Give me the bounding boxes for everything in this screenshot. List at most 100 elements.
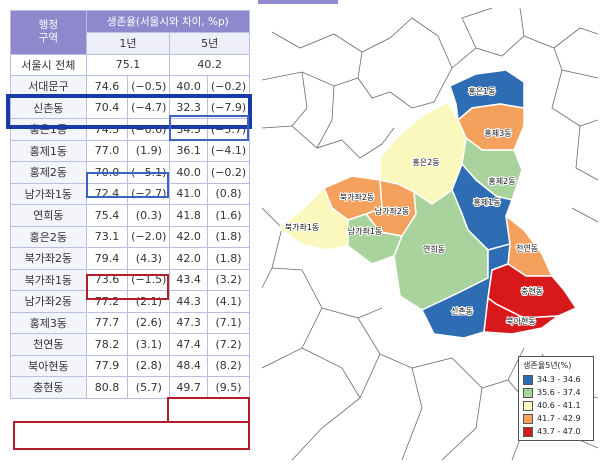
label-chunghyeon: 충현동	[521, 287, 543, 296]
row-1y-rate: 72.4	[85, 182, 129, 205]
row-5y-rate: 42.0	[169, 247, 209, 270]
row-1y-diff: (0.3)	[127, 204, 171, 227]
label-namgajwa1: 남가좌1동	[348, 227, 383, 236]
row-5y-rate: 40.0	[169, 161, 209, 184]
table-row: 북가좌2동 79.4 (4.3) 42.0 (1.8)	[10, 247, 250, 270]
row-1y-rate: 77.2	[85, 290, 129, 313]
row-5y-rate: 48.4	[169, 354, 209, 377]
row-region-name: 천연동	[10, 333, 87, 356]
row-1y-diff: (5.7)	[127, 376, 171, 399]
row-5y-diff: (1.6)	[207, 204, 250, 227]
legend-label: 41.7 - 42.9	[537, 414, 581, 423]
row-1y-diff: (−2.0)	[127, 225, 171, 248]
row-region-name: 남가좌2동	[10, 290, 87, 313]
legend-swatch	[523, 400, 533, 411]
row-1y-rate: 75.4	[85, 204, 129, 227]
legend-label: 40.6 - 41.1	[537, 401, 581, 410]
header-rate-group: 생존율(서울시와 차이, %p)	[85, 10, 251, 33]
row-1y-diff: (−1.5)	[127, 268, 171, 291]
row-5y-diff: (8.2)	[207, 354, 250, 377]
table-row: 홍은2동 73.1 (−2.0) 42.0 (1.8)	[10, 225, 250, 248]
row-5y-rate: 44.3	[169, 290, 209, 313]
row-1y-diff: (−0.6)	[127, 118, 171, 141]
row-region-name: 남가좌1동	[10, 182, 87, 205]
seoul-total-1y: 75.1	[85, 53, 171, 76]
header-5year: 5년	[169, 32, 250, 55]
row-region-name: 홍제3동	[10, 311, 87, 334]
row-5y-rate: 41.0	[169, 182, 209, 205]
row-1y-diff: (2.6)	[127, 311, 171, 334]
table-row: 홍제3동 77.7 (2.6) 47.3 (7.1)	[10, 311, 250, 334]
row-5y-diff: (−0.2)	[207, 75, 250, 98]
legend-item: 43.7 - 47.0	[523, 425, 589, 438]
legend-label: 34.3 - 34.6	[537, 375, 581, 384]
row-5y-diff: (7.1)	[207, 311, 250, 334]
row-1y-rate: 73.1	[85, 225, 129, 248]
row-5y-diff: (0.8)	[207, 182, 250, 205]
row-1y-diff: (−5.1)	[127, 161, 171, 184]
row-region-name: 북가좌1동	[10, 268, 87, 291]
row-5y-rate: 32.3	[169, 96, 209, 119]
row-5y-rate: 34.5	[169, 118, 209, 141]
row-5y-diff: (7.2)	[207, 333, 250, 356]
table-row: 천연동 78.2 (3.1) 47.4 (7.2)	[10, 333, 250, 356]
label-hongeun2: 홍은2동	[412, 157, 439, 167]
highlight-bukahyeon-5y	[167, 397, 250, 423]
table-row: 신촌동 70.4 (−4.7) 32.3 (−7.9)	[10, 96, 250, 119]
row-1y-diff: (2.8)	[127, 354, 171, 377]
row-5y-diff: (−7.9)	[207, 96, 250, 119]
table-row: 북아현동 77.9 (2.8) 48.4 (8.2)	[10, 354, 250, 377]
highlight-chunghyeon-row	[13, 421, 250, 450]
row-5y-rate: 42.0	[169, 225, 209, 248]
district-bukahyeon	[483, 297, 559, 335]
row-5y-rate: 47.4	[169, 333, 209, 356]
row-region-name: 홍제2동	[10, 161, 87, 184]
legend-swatch	[523, 374, 533, 385]
row-5y-diff: (1.8)	[207, 247, 250, 270]
row-5y-diff: (−5.7)	[207, 118, 250, 141]
row-region-name: 홍은2동	[10, 225, 87, 248]
row-region-name: 홍은1동	[10, 118, 87, 141]
legend-label: 35.6 - 37.4	[537, 388, 581, 397]
row-1y-rate: 74.5	[85, 118, 129, 141]
row-1y-rate: 77.9	[85, 354, 129, 377]
table-row: 홍은1동 74.5 (−0.6) 34.5 (−5.7)	[10, 118, 250, 141]
row-1y-rate: 73.6	[85, 268, 129, 291]
label-hongeun1: 홍은1동	[468, 86, 495, 96]
legend-item: 40.6 - 41.1	[523, 399, 589, 412]
label-bukahyeon: 북아현동	[506, 316, 535, 326]
row-1y-rate: 79.4	[85, 247, 129, 270]
row-5y-diff: (4.1)	[207, 290, 250, 313]
legend-item: 41.7 - 42.9	[523, 412, 589, 425]
row-1y-diff: (−4.7)	[127, 96, 171, 119]
row-region-name: 충현동	[10, 376, 87, 399]
row-1y-rate: 77.7	[85, 311, 129, 334]
table-row: 남가좌1동 72.4 (−2.7) 41.0 (0.8)	[10, 182, 250, 205]
top-accent-line	[258, 0, 338, 4]
table-row: 북가좌1동 73.6 (−1.5) 43.4 (3.2)	[10, 268, 250, 291]
seodaemun-survival-map: 홍은1동 홍제3동 홍은2동 홍제2동 북가좌2동 남가좌2동 홍제1동 북가좌…	[262, 8, 598, 460]
table-row: 홍제1동 77.0 (1.9) 36.1 (−4.1)	[10, 139, 250, 162]
legend-title: 생존율5년(%)	[523, 361, 572, 370]
legend-swatch	[523, 426, 533, 437]
label-bukgajwa2: 북가좌2동	[340, 193, 375, 202]
row-region-name: 연희동	[10, 204, 87, 227]
row-1y-diff: (2.1)	[127, 290, 171, 313]
row-5y-diff: (1.8)	[207, 225, 250, 248]
row-1y-diff: (−2.7)	[127, 182, 171, 205]
row-5y-diff: (3.2)	[207, 268, 250, 291]
label-sinchon: 신촌동	[451, 307, 473, 316]
legend-item: 35.6 - 37.4	[523, 386, 589, 399]
row-region-name: 북아현동	[10, 354, 87, 377]
label-hongje3: 홍제3동	[484, 128, 511, 138]
row-1y-diff: (3.1)	[127, 333, 171, 356]
row-5y-rate: 40.0	[169, 75, 209, 98]
row-5y-rate: 43.4	[169, 268, 209, 291]
row-1y-rate: 80.8	[85, 376, 129, 399]
row-1y-rate: 78.2	[85, 333, 129, 356]
row-5y-rate: 49.7	[169, 376, 209, 399]
row-region-name: 홍제1동	[10, 139, 87, 162]
legend-swatch	[523, 413, 533, 424]
table-row: 충현동 80.8 (5.7) 49.7 (9.5)	[10, 376, 250, 399]
row-5y-rate: 47.3	[169, 311, 209, 334]
